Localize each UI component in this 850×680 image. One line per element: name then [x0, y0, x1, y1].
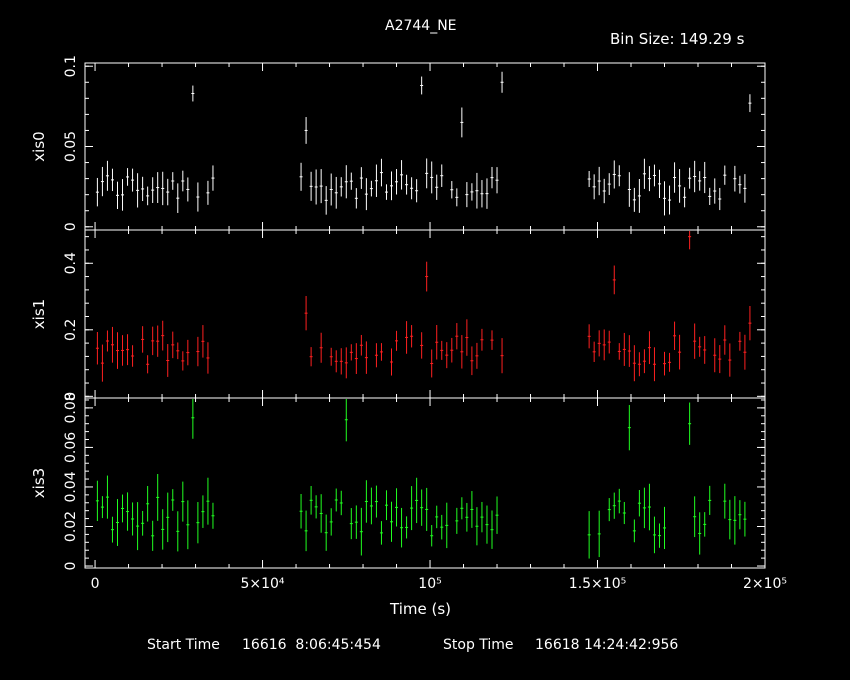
panel-xis3: 0 0.02 0.04 0.06 0.08 xis3 [30, 392, 766, 571]
data-series-xis3 [95, 399, 747, 559]
y-tick-label: 0.05 [63, 131, 79, 162]
x-tick-label: 0 [91, 576, 100, 592]
stop-time-value: 16618 14:24:42:956 [535, 637, 679, 653]
x-tick-label: 2×10⁵ [743, 576, 787, 592]
y-tick-label: 0.04 [63, 471, 79, 502]
y-tick-label: 0 [63, 392, 79, 401]
x-tick-label: 10⁵ [418, 576, 441, 592]
y-axis-label: xis3 [30, 468, 48, 498]
data-series-xis0 [95, 71, 752, 216]
start-time-label: Start Time [147, 637, 220, 653]
data-series-xis1 [95, 231, 752, 382]
panel-frame [84, 229, 766, 399]
panel-xis1: 0 0.2 0.4 xis1 [30, 229, 766, 401]
y-axis-label: xis0 [30, 131, 48, 161]
y-tick-label: 0.02 [63, 511, 79, 542]
y-tick-label: 0.06 [63, 432, 79, 463]
y-tick-label: 0.4 [63, 252, 79, 274]
panel-xis0: 0 0.05 0.1 xis0 [30, 55, 766, 231]
y-axis-label: xis1 [30, 299, 48, 329]
panel-frame [84, 62, 766, 231]
x-axis-label: Time (s) [390, 600, 451, 618]
x-tick-label: 5×10⁴ [240, 576, 284, 592]
y-tick-label: 0 [63, 562, 79, 571]
y-tick-label: 0.08 [63, 392, 79, 423]
x-tick-label: 1.5×10⁵ [569, 576, 626, 592]
y-tick-label: 0.1 [63, 55, 79, 77]
start-time-value: 16616 8:06:45:454 [242, 637, 381, 653]
bin-size-label: Bin Size: 149.29 s [610, 30, 745, 48]
panel-frame [84, 397, 766, 569]
y-tick-label: 0 [63, 222, 79, 231]
chart-title: A2744_NE [385, 18, 457, 34]
y-tick-label: 0.2 [63, 319, 79, 341]
stop-time-label: Stop Time [443, 637, 514, 653]
